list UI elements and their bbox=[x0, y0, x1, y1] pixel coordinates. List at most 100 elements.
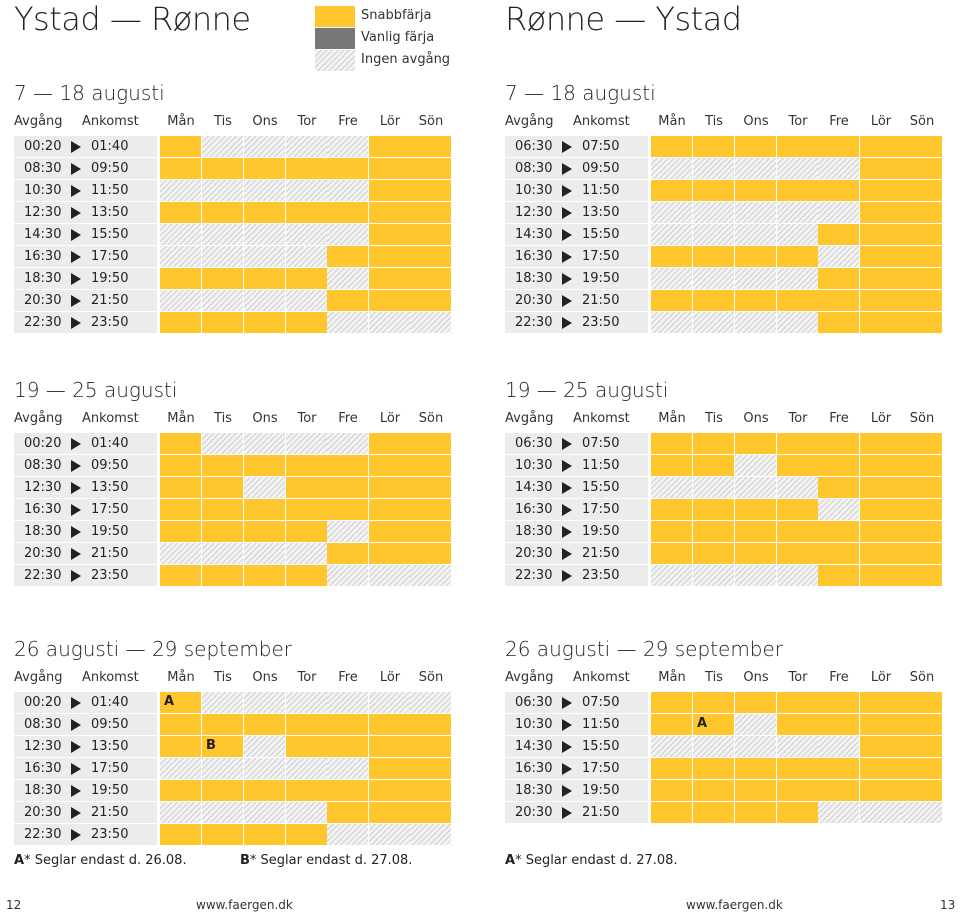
day-cell bbox=[369, 433, 410, 454]
time-cell: 10:30 11:50 bbox=[14, 180, 157, 202]
arrow-right-icon bbox=[71, 295, 81, 307]
header-day: Mån bbox=[658, 114, 686, 129]
arrival-time: 01:40 bbox=[91, 695, 129, 710]
day-cell bbox=[369, 455, 410, 476]
timetable-row: 16:30 17:50 bbox=[14, 499, 451, 521]
day-cell bbox=[286, 477, 327, 498]
header-day: Tor bbox=[788, 114, 808, 129]
website-link-right[interactable]: www.faergen.dk bbox=[686, 898, 783, 912]
departure-time: 08:30 bbox=[24, 161, 62, 176]
day-cell bbox=[651, 565, 692, 586]
day-cell bbox=[286, 736, 327, 757]
column-header-row: Avgång Ankomst Mån Tis Ons Tor Fre Lör Sön bbox=[505, 668, 941, 692]
day-cell bbox=[651, 543, 692, 564]
day-cell bbox=[369, 736, 410, 757]
timetable-row: 22:30 23:50 bbox=[14, 565, 451, 587]
day-cell bbox=[369, 499, 410, 520]
arrow-right-icon bbox=[71, 785, 81, 797]
header-day: Mån bbox=[658, 411, 686, 426]
arrow-right-icon bbox=[71, 526, 81, 538]
website-link-left[interactable]: www.faergen.dk bbox=[196, 898, 293, 912]
timetable-row: 08:30 09:50 bbox=[14, 158, 451, 180]
arrival-time: 23:50 bbox=[582, 568, 620, 583]
day-cell bbox=[244, 565, 285, 586]
day-cell bbox=[693, 780, 734, 801]
header-day: Tis bbox=[705, 114, 723, 129]
day-cell bbox=[901, 565, 942, 586]
footnote-text: Seglar endast d. 27.08. bbox=[521, 853, 678, 868]
day-cell bbox=[202, 543, 243, 564]
footnote-a-right: A* Seglar endast d. 27.08. bbox=[505, 853, 678, 868]
header-departure: Avgång bbox=[14, 411, 63, 426]
arrow-right-icon bbox=[71, 719, 81, 731]
arrow-right-icon bbox=[71, 548, 81, 560]
day-cell bbox=[860, 499, 901, 520]
day-cell bbox=[818, 758, 859, 779]
departure-time: 14:30 bbox=[24, 227, 62, 242]
footnote-letter: B bbox=[240, 853, 250, 868]
arrow-right-icon bbox=[71, 207, 81, 219]
timetable-row: 12:30 13:50 bbox=[14, 477, 451, 499]
header-day: Fre bbox=[829, 670, 849, 685]
day-cell bbox=[369, 780, 410, 801]
day-cell bbox=[202, 780, 243, 801]
timetable-row: 16:30 17:50 bbox=[14, 246, 451, 268]
arrival-time: 19:50 bbox=[582, 783, 620, 798]
arrow-right-icon bbox=[562, 504, 572, 516]
timetable-row: 16:30 17:50 bbox=[505, 758, 942, 780]
header-day: Sön bbox=[909, 411, 935, 426]
time-cell: 18:30 19:50 bbox=[505, 521, 648, 543]
arrow-right-icon bbox=[71, 807, 81, 819]
arrow-right-icon bbox=[562, 763, 572, 775]
day-cell bbox=[369, 692, 410, 713]
header-day: Lör bbox=[870, 114, 892, 129]
time-cell: 20:30 21:50 bbox=[14, 290, 157, 312]
day-cell bbox=[244, 180, 285, 201]
departure-time: 22:30 bbox=[24, 827, 62, 842]
header-arrival: Ankomst bbox=[82, 114, 139, 129]
timetable-row: 18:30 19:50 bbox=[505, 521, 942, 543]
day-cell bbox=[818, 802, 859, 823]
route-title-ronne-ystad: Rønne — Ystad bbox=[505, 0, 742, 38]
departure-time: 20:30 bbox=[24, 546, 62, 561]
arrow-right-icon bbox=[562, 482, 572, 494]
timetable-row: 08:30 09:50 bbox=[14, 455, 451, 477]
column-header-row: Avgång Ankomst Mån Tis Ons Tor Fre Lör Sön bbox=[505, 112, 941, 136]
day-cell bbox=[860, 312, 901, 333]
day-cell bbox=[777, 136, 818, 157]
legend-swatch-no-departure bbox=[315, 50, 355, 71]
day-cell bbox=[777, 455, 818, 476]
header-day: Lör bbox=[379, 411, 401, 426]
header-day: Tis bbox=[705, 670, 723, 685]
timetable-row: 00:20 01:40 bbox=[14, 433, 451, 455]
arrow-right-icon bbox=[71, 163, 81, 175]
time-cell: 20:30 21:50 bbox=[505, 543, 648, 565]
arrival-time: 09:50 bbox=[91, 717, 129, 732]
arrival-time: 09:50 bbox=[582, 161, 620, 176]
day-cell: A bbox=[693, 714, 734, 735]
header-departure: Avgång bbox=[505, 114, 554, 129]
day-cell: B bbox=[202, 736, 243, 757]
arrival-time: 17:50 bbox=[582, 249, 620, 264]
day-cell bbox=[777, 802, 818, 823]
day-cell bbox=[818, 714, 859, 735]
timetable-ronne-ystad-26-aug-29-sep: 26 augusti — 29 september Avgång Ankomst Må… bbox=[505, 634, 942, 824]
section-title: 19 — 25 augusti bbox=[505, 378, 669, 402]
day-cell bbox=[160, 736, 201, 757]
day-cell bbox=[410, 543, 451, 564]
timetable-row: 14:30 15:50 bbox=[505, 224, 942, 246]
day-cell bbox=[693, 499, 734, 520]
day-cell bbox=[777, 758, 818, 779]
header-day: Sön bbox=[418, 411, 444, 426]
departure-time: 16:30 bbox=[24, 249, 62, 264]
legend-swatch-regular-ferry bbox=[315, 28, 355, 49]
day-cell bbox=[160, 433, 201, 454]
day-cell bbox=[410, 268, 451, 289]
day-cell bbox=[860, 455, 901, 476]
day-cell bbox=[244, 499, 285, 520]
section-title: 7 — 18 augusti bbox=[505, 81, 656, 105]
arrival-time: 11:50 bbox=[582, 717, 620, 732]
header-day: Tis bbox=[214, 114, 232, 129]
day-cell bbox=[286, 433, 327, 454]
arrival-time: 13:50 bbox=[91, 480, 129, 495]
